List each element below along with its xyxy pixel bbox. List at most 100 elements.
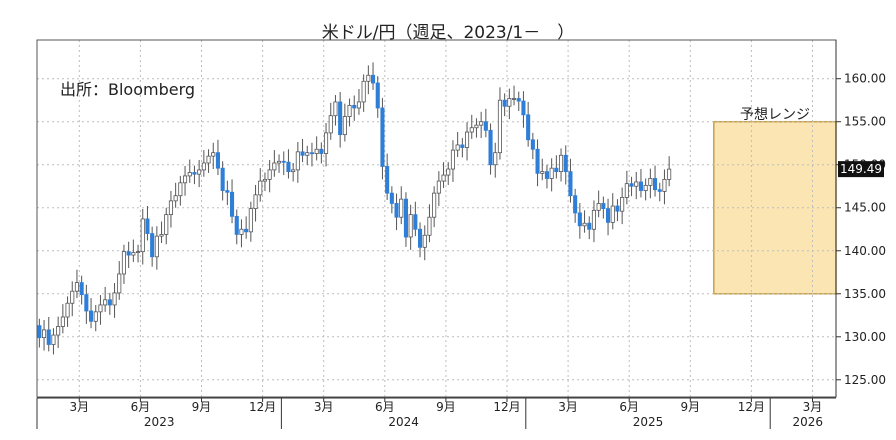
candle-body <box>577 212 582 227</box>
candle-body <box>225 190 230 193</box>
candle <box>549 158 554 192</box>
candle-body <box>653 178 658 191</box>
candle-body <box>253 194 258 210</box>
candle <box>577 203 582 239</box>
candle-body <box>291 169 296 173</box>
candle <box>389 186 394 214</box>
candle <box>262 172 267 191</box>
candle <box>319 142 324 164</box>
candle <box>620 187 625 225</box>
candle <box>42 320 47 351</box>
candle <box>220 161 225 201</box>
candle <box>286 149 291 179</box>
candle <box>366 65 371 95</box>
candle <box>168 190 173 228</box>
candle <box>450 140 455 182</box>
candle <box>535 139 540 187</box>
candle <box>455 132 460 157</box>
candle-body <box>286 161 291 173</box>
candle-body <box>98 304 103 313</box>
candle-body <box>554 167 559 173</box>
candle <box>385 153 390 201</box>
candle <box>291 163 296 182</box>
candle-body <box>150 233 155 258</box>
candle <box>154 226 159 270</box>
candle-body <box>74 282 79 292</box>
candle <box>422 225 427 261</box>
x-tick-label: 9月 <box>192 400 212 414</box>
candle <box>126 241 131 268</box>
candle-body <box>70 290 75 304</box>
forecast-range-label: 予想レンジ <box>740 107 810 123</box>
candle-body <box>662 178 667 192</box>
candle-body <box>136 251 141 254</box>
candle <box>540 158 545 181</box>
candle <box>474 118 479 138</box>
candle <box>234 209 239 245</box>
candle <box>441 162 446 188</box>
x-year-label: 2023 <box>144 415 175 429</box>
candle-body <box>493 152 498 166</box>
candle <box>403 192 408 247</box>
candle-body <box>121 251 126 275</box>
candle-body <box>93 311 98 322</box>
candle <box>145 206 150 241</box>
candle-body <box>314 148 319 154</box>
candle-body <box>197 169 202 175</box>
candle-body <box>389 192 394 204</box>
candle-body <box>497 99 502 154</box>
candle-body <box>591 209 596 230</box>
candle <box>314 136 319 161</box>
candle-body <box>89 310 94 322</box>
candle <box>70 281 75 317</box>
candle-body <box>272 162 277 171</box>
candle <box>150 226 155 267</box>
candle <box>361 74 366 112</box>
candle-body <box>305 152 310 156</box>
candle <box>488 123 493 175</box>
candle <box>277 154 282 173</box>
candle <box>131 239 136 262</box>
x-year-label: 2024 <box>388 415 419 429</box>
candle <box>638 169 643 198</box>
candle <box>601 196 606 219</box>
candle <box>272 150 277 177</box>
candle-body <box>352 104 357 109</box>
candle <box>418 222 423 258</box>
candle-body <box>145 218 150 234</box>
candle-body <box>65 302 70 318</box>
candle-body <box>220 167 225 191</box>
candle-body <box>667 168 672 180</box>
candle <box>347 98 352 127</box>
candle-body <box>342 116 347 136</box>
candle-body <box>629 183 634 187</box>
x-tick-label: 3月 <box>803 400 823 414</box>
candle <box>192 165 197 185</box>
y-tick-label: 160.00 <box>844 72 886 86</box>
x-tick-label: 3月 <box>69 400 89 414</box>
candle-body <box>587 222 592 230</box>
candle-body <box>563 154 568 173</box>
candle-body <box>380 107 385 167</box>
candle <box>356 89 361 115</box>
candle <box>446 162 451 185</box>
candle <box>375 76 380 118</box>
candle-body <box>201 162 206 171</box>
candle-body <box>399 198 404 218</box>
candle-body <box>450 149 455 170</box>
y-tick-label: 135.00 <box>844 287 886 301</box>
candle-body <box>469 127 474 133</box>
candle <box>554 155 559 179</box>
candle-body <box>530 139 535 150</box>
candle <box>244 216 249 239</box>
candle <box>173 182 178 208</box>
candle <box>643 178 648 201</box>
candle <box>460 138 465 158</box>
candle-body <box>258 180 263 196</box>
candle <box>309 142 314 167</box>
candle-body <box>544 171 549 179</box>
candle <box>521 91 526 128</box>
x-tick-label: 12月 <box>249 400 276 414</box>
candlesticks <box>37 62 672 355</box>
